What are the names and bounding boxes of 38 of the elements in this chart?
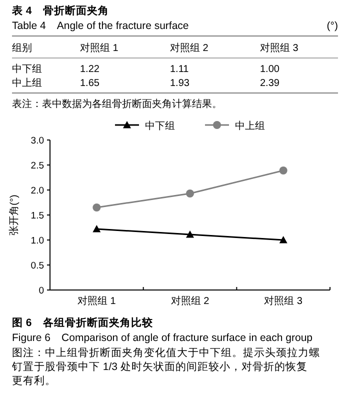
y-tick-label: 0 [38, 286, 44, 296]
text: 表 4 骨折断面夹角 [11, 4, 109, 17]
y-axis-title: 张开角(°) [8, 194, 20, 236]
y-tick-label: 0.5 [30, 260, 44, 272]
y-tick-label: 3.0 [30, 136, 44, 146]
legend-label: 中下组 [145, 120, 175, 132]
text: 图注：中上组骨折断面夹角变化值大于中下组。提示头颈拉力螺钉置于股骨颈中下 1/3 处时矢状面的间距较小，对骨折的恢复更有利。 [11, 346, 320, 387]
category-label: 对照组 1 [80, 43, 118, 54]
x-tick-label: 对照组 2 [170, 295, 210, 307]
text: 中下组 [12, 64, 42, 75]
point [279, 236, 288, 244]
point [279, 166, 288, 174]
text: 组别 [12, 42, 32, 54]
text: (°) [326, 20, 338, 32]
data-label: 1.93 [170, 78, 190, 89]
data-label: 1.00 [260, 64, 280, 75]
legend-label: 中上组 [235, 120, 265, 132]
data-label: 1.11 [170, 64, 190, 75]
text: 图 6 各组骨折断面夹角比较 [12, 316, 154, 329]
point [92, 225, 101, 232]
y-tick-label: 1.5 [30, 210, 44, 222]
x-tick-label: 对照组 3 [264, 295, 303, 307]
caption: Table 4 Angle of the fracture surface [12, 20, 189, 32]
category-label: 对照组 3 [260, 43, 298, 54]
category-label: 对照组 2 [170, 43, 208, 54]
point [92, 204, 101, 212]
text: Figure 6 Comparison of angle of fracture surface in each group [12, 332, 313, 344]
data-label: 1.22 [80, 64, 100, 75]
y-tick-label: 1.0 [30, 236, 44, 246]
point [186, 230, 194, 238]
text: 中上组 [12, 78, 42, 89]
point [186, 190, 194, 198]
y-tick-label: 2.5 [30, 160, 44, 172]
x-tick-label: 对照组 1 [77, 295, 116, 307]
data-label: 1.65 [80, 78, 100, 89]
text: 表注：表中数据为各组骨折断面夹角计算结果。 [12, 98, 222, 110]
data-label: 2.39 [260, 78, 280, 89]
y-tick-label: 2.0 [30, 186, 44, 196]
